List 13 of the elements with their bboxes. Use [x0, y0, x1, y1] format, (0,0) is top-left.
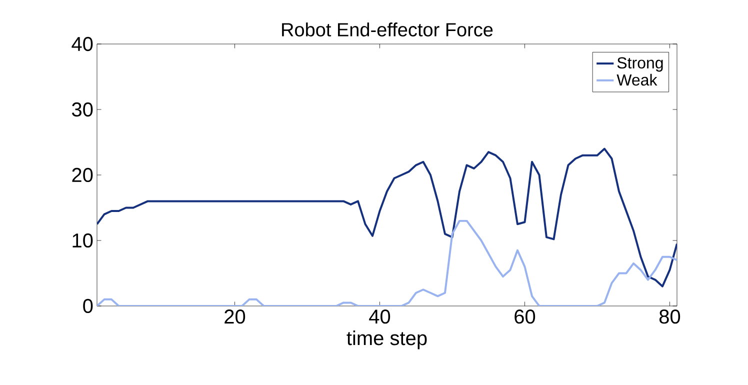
x-tick-label: 40 [369, 310, 390, 324]
x-tick-label: 60 [514, 310, 536, 324]
chart-title: Robot End-effector Force [282, 22, 493, 36]
y-tick-label: 0 [83, 298, 93, 314]
legend-label: Weak [616, 74, 658, 86]
y-tick-label: 40 [72, 36, 93, 52]
y-tick-label: 10 [72, 233, 93, 248]
x-tick-label: 80 [659, 310, 680, 324]
y-tick-label: 20 [72, 168, 93, 182]
legend-label: Strong [617, 57, 663, 72]
y-tick-label: 30 [72, 102, 93, 117]
x-axis-title: time step [346, 330, 427, 350]
x-tick-label: 20 [224, 310, 246, 324]
